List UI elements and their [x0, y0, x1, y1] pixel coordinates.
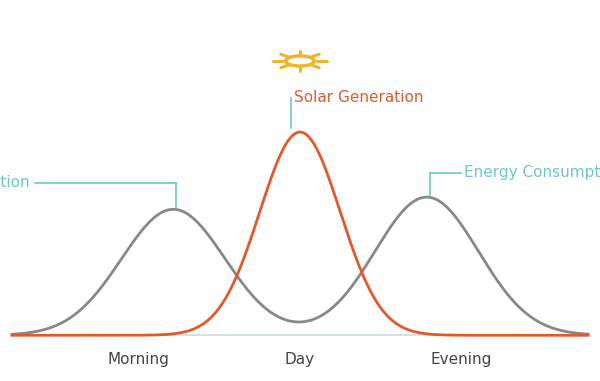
Text: Solar Generation: Solar Generation: [294, 90, 424, 105]
Text: Energy Consumption: Energy Consumption: [0, 175, 29, 190]
Text: Day: Day: [285, 352, 315, 367]
Text: Energy Consumption: Energy Consumption: [464, 165, 600, 180]
Text: Evening: Evening: [431, 352, 492, 367]
Text: Morning: Morning: [108, 352, 170, 367]
